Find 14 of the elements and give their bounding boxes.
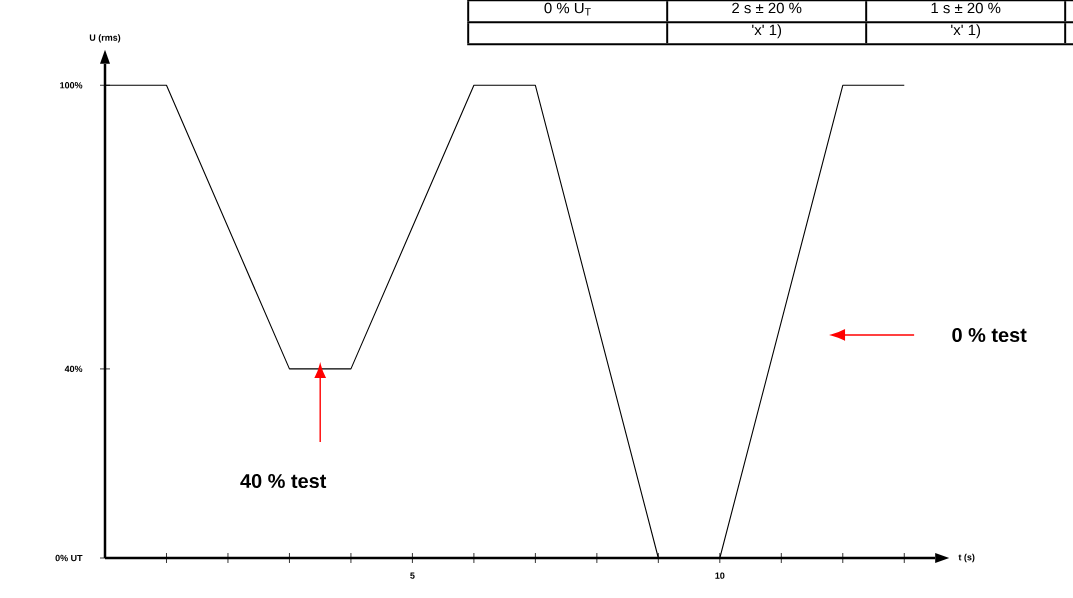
x-tick-label: 5: [410, 572, 415, 579]
text: 0 % test: [952, 327, 1027, 343]
x-axis-title: t (s): [958, 553, 975, 563]
y-tick-label: 40%: [64, 365, 83, 373]
text: 0 % U$_{T}$: [544, 2, 591, 16]
y-tick-label: 0% UT: [55, 554, 83, 562]
text: 'x' 1): [951, 24, 981, 39]
text: 'x' 1): [752, 24, 782, 39]
text: 2 s ± 20 %: [732, 2, 802, 14]
x-tick-label: 10: [715, 572, 725, 579]
y-axis-title: U (rms): [89, 34, 121, 43]
text: 1 s ± 20 %: [931, 2, 1001, 14]
annotation: 40 % test: [240, 473, 327, 489]
y-tick-label: 100%: [60, 82, 83, 89]
